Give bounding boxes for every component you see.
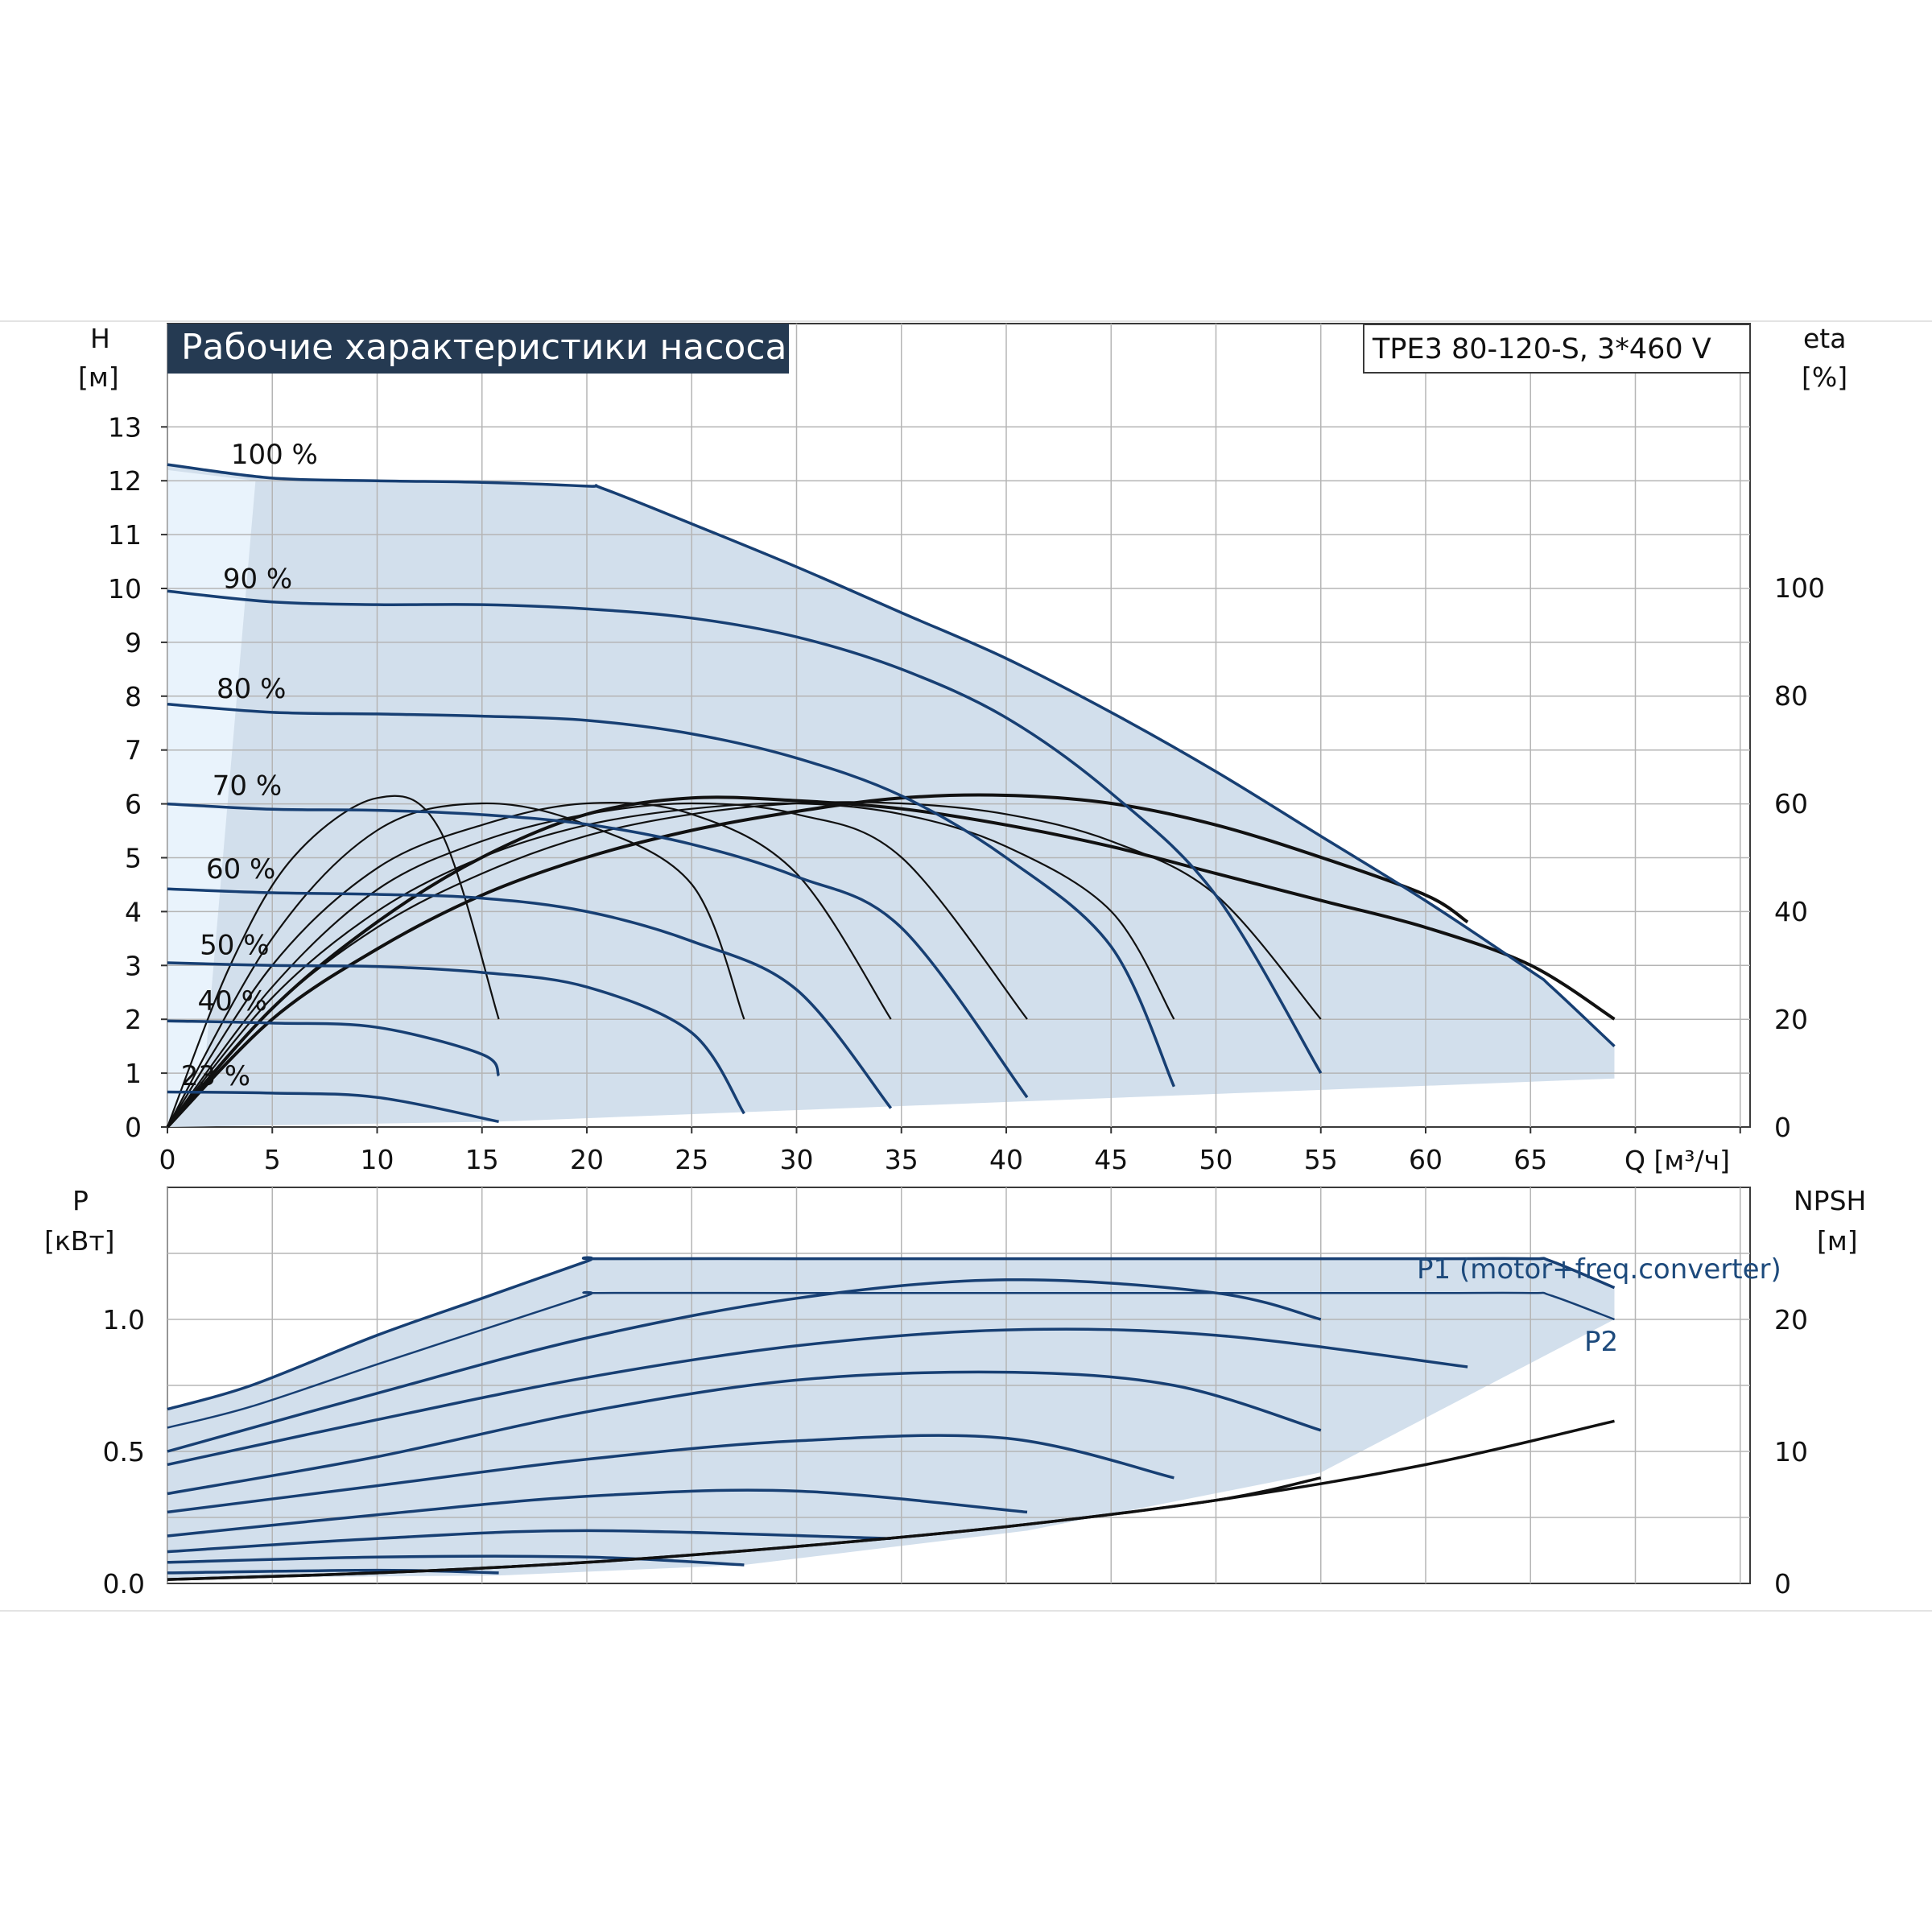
head-operating-area: [167, 464, 1615, 1127]
head-curve: [167, 887, 893, 1109]
head-curves: [167, 463, 1616, 1124]
power-curve: [167, 1554, 745, 1567]
eta-tick-label: 0: [1774, 1112, 1791, 1143]
p2-legend-label: P2: [1584, 1326, 1618, 1358]
eta-curve: [167, 801, 1322, 1128]
eta-axis-unit: [%]: [1802, 361, 1847, 393]
head-curve: [167, 961, 745, 1115]
h-axis-unit: [м]: [78, 361, 119, 393]
speed-label: 100 %: [231, 439, 318, 471]
power-curve: [167, 1529, 891, 1554]
eta-curve: [167, 802, 1175, 1128]
upper-grid: [167, 324, 1750, 1127]
x-tick-label: 45: [1094, 1144, 1128, 1175]
speed-labels: 100 % 90 % 80 % 70 % 60 % 50 % 40 % 23 %: [181, 439, 318, 1092]
h-tick-label: 4: [125, 896, 142, 927]
npsh-tick-label: 10: [1774, 1436, 1808, 1468]
tick-labels: 0 5 10 15 20 25 30 35 40 45 50 55 60 6501234567891011…: [103, 411, 1825, 1600]
head-curve: [167, 1090, 499, 1124]
speed-label: 60 %: [206, 853, 275, 886]
x-tick-label: 25: [675, 1144, 708, 1175]
head-curve: [167, 463, 1616, 1047]
power-curves: [167, 1256, 1616, 1575]
speed-label: 50 %: [200, 929, 269, 961]
npsh-axis-unit: [м]: [1817, 1225, 1858, 1257]
model-label: TPE3 80-120-S, 3*460 V: [1372, 333, 1711, 365]
x-tick-label: 35: [885, 1144, 919, 1175]
eta-curve: [166, 795, 1616, 1129]
eta-curve: [167, 802, 745, 1128]
x-tick-label: 30: [780, 1144, 814, 1175]
power-curve: [167, 1568, 499, 1575]
head-curve: [167, 802, 1029, 1099]
q-axis-label: Q [м³/ч]: [1624, 1145, 1730, 1176]
x-tick-label: 40: [989, 1144, 1023, 1175]
power-curve: [167, 1488, 1028, 1538]
lower-grid: [167, 1187, 1750, 1583]
head-curve: [167, 703, 1175, 1088]
h-tick-label: 13: [108, 411, 142, 443]
p-axis-label: P: [72, 1185, 89, 1216]
speed-label: 90 %: [223, 564, 292, 596]
power-curve: [167, 1327, 1468, 1467]
head-curve: [167, 1019, 501, 1077]
h-tick-label: 12: [108, 465, 142, 497]
h-axis-label: H: [90, 323, 110, 354]
npsh-tick-label: 20: [1774, 1304, 1808, 1335]
x-tick-label: 65: [1513, 1144, 1547, 1175]
eta-tick-label: 40: [1774, 896, 1808, 927]
p1-curve: [167, 1256, 1616, 1411]
x-tick-label: 60: [1409, 1144, 1443, 1175]
p-axis-unit: [кВт]: [44, 1225, 115, 1257]
p1-legend-label: P1 (motor+freq.converter): [1417, 1253, 1781, 1286]
h-tick-label: 2: [125, 1004, 142, 1035]
h-tick-label: 11: [108, 519, 142, 551]
npsh-axis-label: NPSH: [1794, 1185, 1866, 1216]
p-tick-label: 0.0: [103, 1568, 145, 1600]
x-tick-label: 5: [264, 1144, 281, 1175]
eta-tick-label: 100: [1774, 572, 1825, 604]
speed-label: 70 %: [213, 770, 282, 802]
eta-tick-label: 80: [1774, 680, 1808, 712]
eta-axis-label: eta: [1803, 323, 1846, 354]
model-box: [1363, 324, 1751, 374]
eta-tick-label: 60: [1774, 788, 1808, 819]
h-tick-label: 3: [125, 950, 142, 981]
x-tick-label: 55: [1304, 1144, 1338, 1175]
h-tick-label: 6: [125, 789, 142, 820]
x-tick-label: 15: [465, 1144, 499, 1175]
h-tick-label: 5: [125, 843, 142, 874]
eta-curve: [166, 795, 500, 1128]
npsh-curves: [167, 1419, 1615, 1581]
h-tick-label: 10: [108, 573, 142, 605]
speed-label: 80 %: [217, 673, 286, 705]
npsh-curve: [167, 1476, 1322, 1581]
x-tick-label: 0: [159, 1144, 176, 1175]
eta-tick-label: 20: [1774, 1004, 1808, 1035]
eta-curve: [166, 793, 1469, 1129]
h-tick-label: 1: [125, 1058, 142, 1089]
power-curve: [167, 1370, 1322, 1496]
x-tick-label: 50: [1199, 1144, 1233, 1175]
h-tick-label: 0: [125, 1112, 142, 1143]
h-tick-label: 8: [125, 681, 142, 712]
efficiency-curves: [166, 793, 1616, 1129]
head-curve: [167, 589, 1323, 1074]
x-tick-label: 20: [570, 1144, 604, 1175]
h-tick-label: 7: [125, 735, 142, 766]
title-banner: [167, 324, 789, 374]
p2-curve: [167, 1290, 1615, 1429]
p-tick-label: 0.5: [103, 1436, 145, 1468]
npsh-tick-label: 0: [1774, 1568, 1791, 1600]
p-tick-label: 1.0: [103, 1304, 145, 1335]
x-tick-label: 10: [361, 1144, 394, 1175]
power-curve: [167, 1278, 1322, 1453]
chart-title: Рабочие характеристики насоса: [181, 327, 786, 368]
power-curve: [167, 1434, 1174, 1514]
speed-label: 23 %: [181, 1060, 250, 1092]
speed-label: 40 %: [198, 985, 267, 1018]
h-tick-label: 9: [125, 627, 142, 658]
